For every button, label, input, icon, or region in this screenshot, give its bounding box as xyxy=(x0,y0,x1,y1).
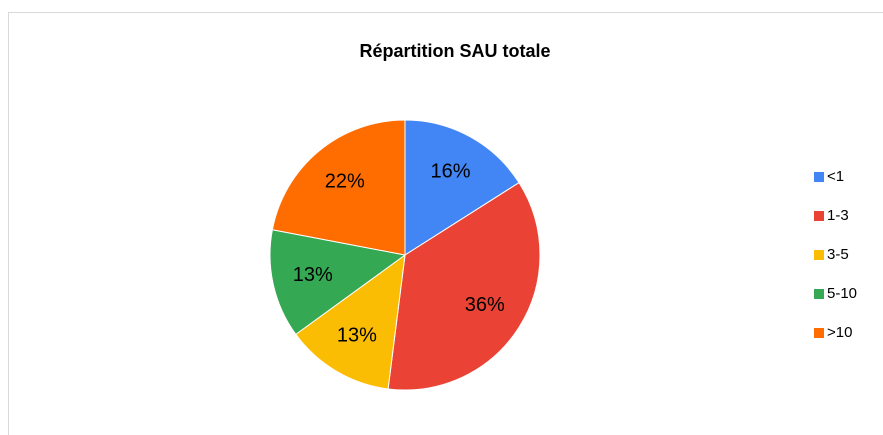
slice-label: 22% xyxy=(325,170,365,192)
legend-label: <1 xyxy=(827,168,844,185)
pie-slice xyxy=(295,253,406,390)
legend-swatch xyxy=(814,211,824,221)
pie-slice xyxy=(387,181,541,391)
slice-label: 36% xyxy=(465,294,505,316)
pie-slice xyxy=(269,229,407,336)
legend-swatch xyxy=(814,289,824,299)
slice-label: 13% xyxy=(293,264,333,286)
pie-slice xyxy=(271,119,406,256)
pie-slice xyxy=(404,119,520,256)
legend-swatch xyxy=(814,328,824,338)
legend-label: 3-5 xyxy=(827,246,849,263)
legend-swatch xyxy=(814,250,824,260)
legend-label: >10 xyxy=(827,324,852,341)
slice-label: 16% xyxy=(431,160,471,182)
legend-label: 1-3 xyxy=(827,207,849,224)
chart-title: Répartition SAU totale xyxy=(359,41,550,61)
legend-swatch xyxy=(814,172,824,182)
legend-label: 5-10 xyxy=(827,285,857,302)
slice-label: 13% xyxy=(337,325,377,347)
